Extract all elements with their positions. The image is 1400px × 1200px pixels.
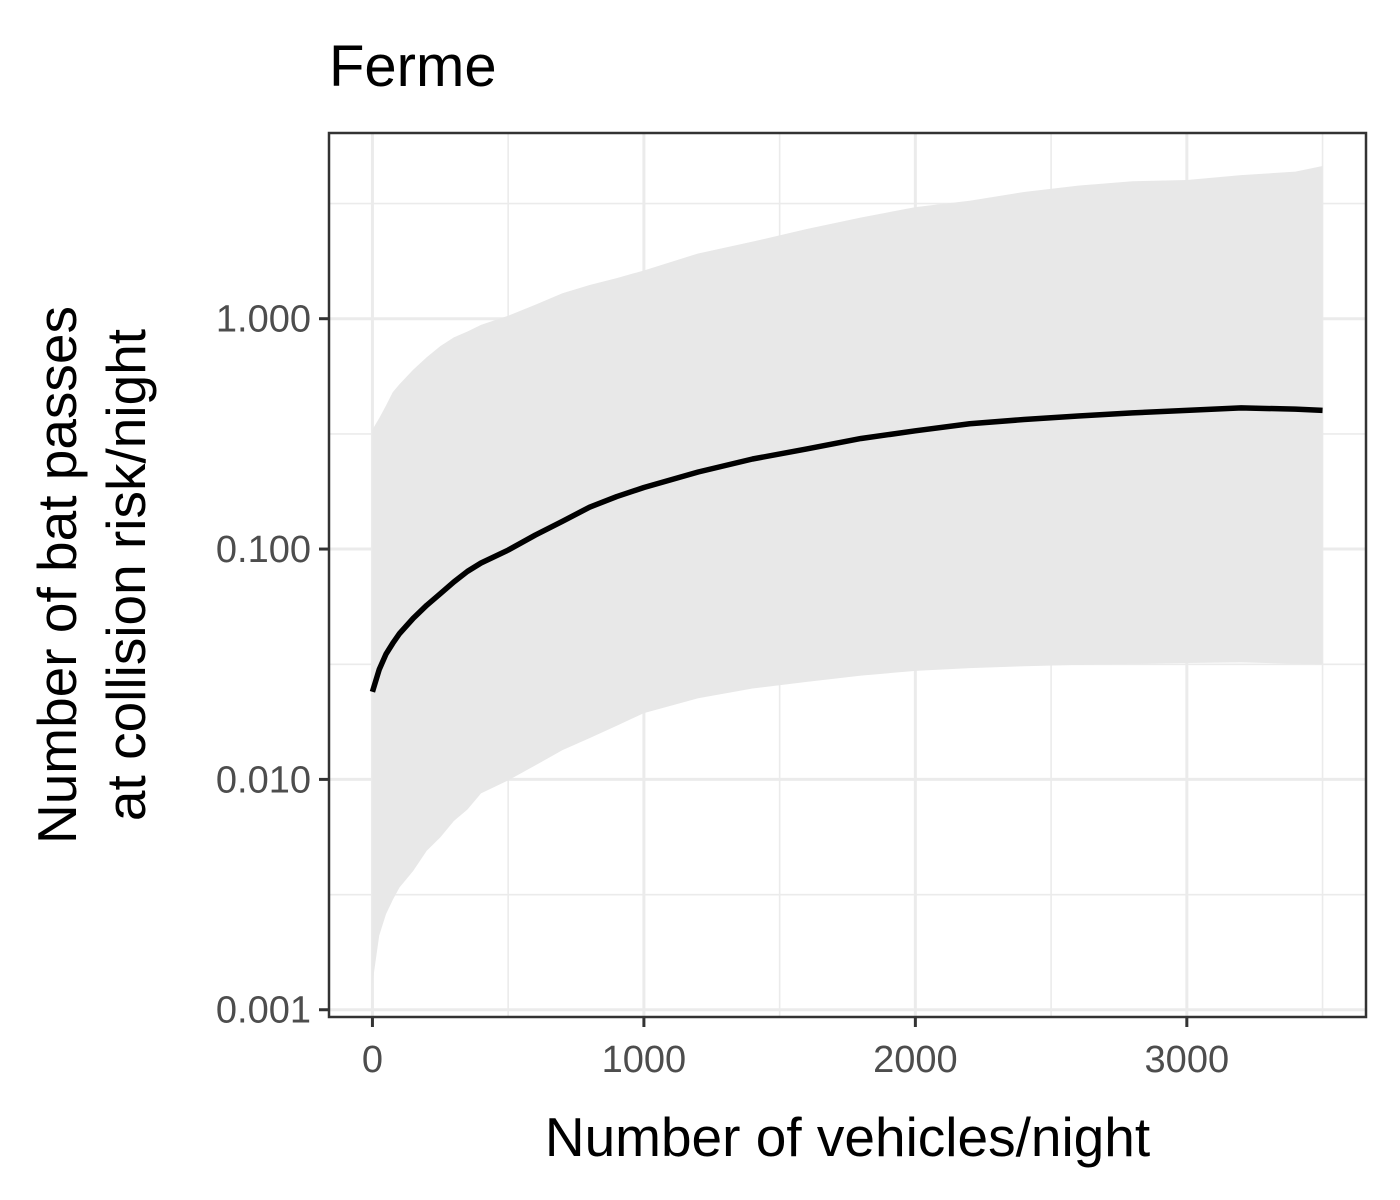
x-tick-label: 0 (362, 1039, 383, 1081)
x-tick-label: 2000 (873, 1039, 958, 1081)
confidence-ribbon (372, 166, 1323, 984)
y-tick-label: 0.010 (216, 759, 311, 801)
estimate-layer (369, 405, 1323, 693)
axes: 0 1000 2000 3000 0.001 0.010 0.100 1.000 (216, 299, 1229, 1081)
y-axis-title-line-2: at collision risk/night (95, 329, 157, 821)
y-axis-title-line-1: Number of bat passes (26, 306, 88, 844)
chart-title: Ferme (329, 34, 497, 99)
y-tick-label: 0.100 (216, 529, 311, 571)
x-tick-label: 3000 (1145, 1039, 1230, 1081)
y-tick-label: 1.000 (216, 299, 311, 341)
panel-border (327, 131, 1368, 1019)
confidence-band (372, 166, 1323, 984)
x-axis-title: Number of vehicles/night (545, 1106, 1150, 1168)
x-tick-label: 1000 (602, 1039, 687, 1081)
y-tick-label: 0.001 (216, 990, 311, 1032)
estimate-line (369, 405, 1323, 693)
